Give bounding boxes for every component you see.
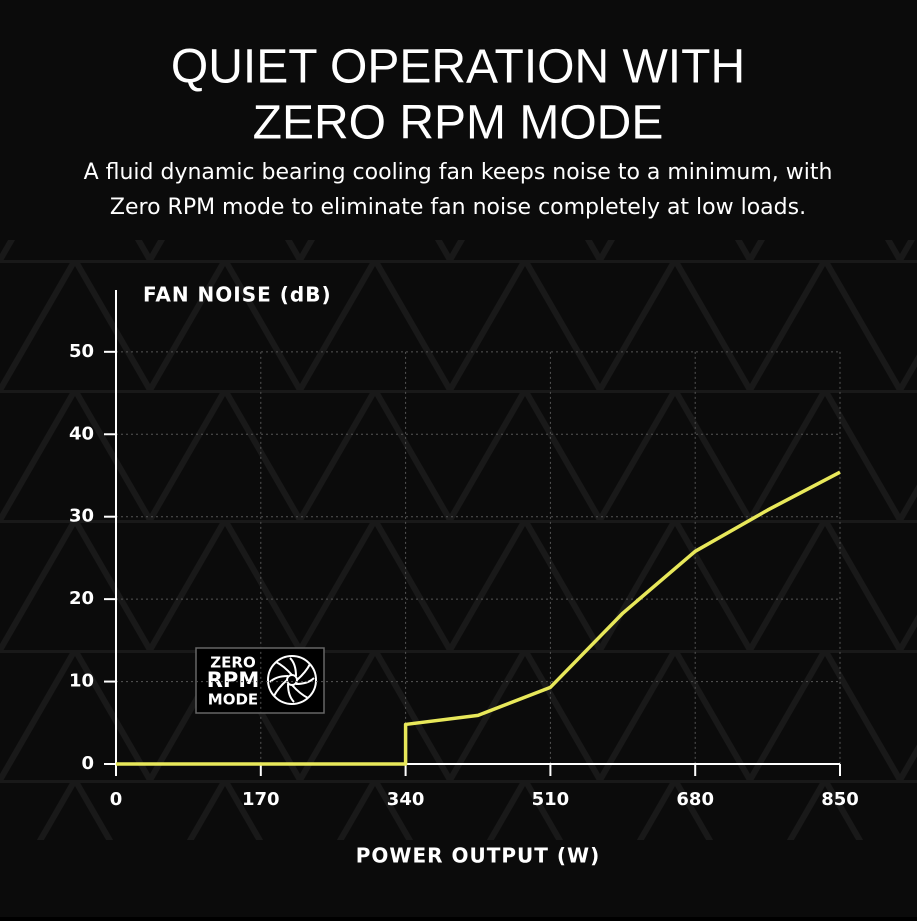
x-tick-label: 170: [242, 789, 280, 810]
background-pattern: [0, 240, 917, 840]
title-line: ZERO RPM MODE: [253, 97, 664, 150]
x-tick-label: 850: [821, 789, 859, 810]
zero-rpm-badge: ZERO RPM MODE: [195, 647, 325, 714]
x-tick-label: 0: [110, 789, 123, 810]
x-tick-label: 680: [676, 789, 714, 810]
fan-icon: [267, 655, 317, 705]
y-tick-label: 10: [69, 671, 94, 692]
y-tick-label: 50: [69, 341, 94, 362]
badge-text: RPM: [207, 668, 259, 692]
subtitle-line: Zero RPM mode to eliminate fan noise com…: [110, 195, 806, 220]
x-tick-label: 340: [387, 789, 425, 810]
data-line: [116, 470, 841, 766]
y-axis-label: FAN NOISE (dB): [143, 283, 332, 307]
title-line: QUIET OPERATION WITH: [171, 41, 745, 94]
y-tick-label: 20: [69, 588, 94, 609]
y-tick-label: 0: [81, 753, 94, 774]
x-axis-label: POWER OUTPUT (W): [356, 844, 600, 868]
x-tick-label: 510: [532, 789, 570, 810]
badge-text: ZERO: [210, 654, 255, 672]
subtitle-line: A fluid dynamic bearing cooling fan keep…: [84, 160, 833, 185]
y-tick-label: 30: [69, 506, 94, 527]
badge-text: MODE: [208, 691, 258, 709]
y-tick-label: 40: [69, 423, 94, 444]
